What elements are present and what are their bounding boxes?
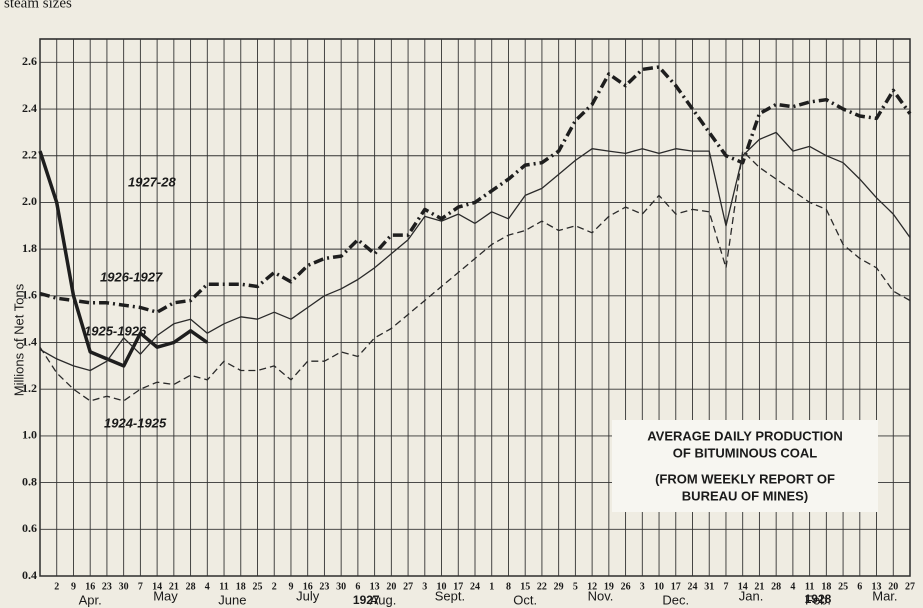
year-label: 1927 [353, 593, 380, 607]
x-tick-label: 10 [654, 581, 664, 592]
x-tick-label: 31 [704, 581, 714, 592]
month-label: Feb. [805, 592, 831, 607]
x-tick-label: 20 [386, 581, 396, 592]
y-tick-label: 1.8 [22, 241, 37, 255]
annotation: OF BITUMINOUS COAL [673, 445, 817, 460]
x-tick-label: 7 [138, 581, 143, 592]
x-tick-label: 25 [253, 581, 263, 592]
data-line [39, 150, 911, 402]
x-tick-label: 28 [186, 581, 196, 592]
x-tick-label: 29 [554, 581, 564, 592]
series-label: 1924-1925 [104, 415, 167, 430]
month-label: Apr. [79, 592, 102, 607]
x-tick-label: 3 [640, 581, 645, 592]
y-tick-label: 2.6 [22, 54, 37, 68]
x-tick-label: 18 [821, 581, 831, 592]
x-tick-label: 2 [272, 581, 277, 592]
annotation: AVERAGE DAILY PRODUCTION [647, 428, 843, 443]
annotation-box [612, 420, 878, 512]
x-tick-label: 24 [688, 581, 698, 592]
y-tick-label: 2.4 [22, 101, 37, 115]
x-tick-label: 6 [355, 581, 360, 592]
x-tick-label: 23 [102, 581, 112, 592]
x-tick-label: 5 [573, 581, 578, 592]
y-tick-label: 2.2 [22, 147, 37, 161]
x-tick-label: 15 [520, 581, 530, 592]
y-tick-label: 1.4 [22, 334, 37, 348]
x-tick-label: 27 [403, 581, 413, 592]
y-axis-label: Millions of Net Tons [11, 283, 26, 396]
y-tick-label: 1.6 [22, 288, 37, 302]
x-tick-label: 25 [838, 581, 848, 592]
x-tick-label: 3 [422, 581, 427, 592]
x-tick-label: 10 [437, 581, 447, 592]
x-tick-label: 13 [872, 581, 882, 592]
x-tick-label: 23 [319, 581, 329, 592]
x-tick-label: 17 [453, 581, 463, 592]
x-tick-label: 4 [790, 581, 795, 592]
y-tick-label: 0.8 [22, 474, 37, 488]
data-line [39, 65, 912, 314]
x-tick-label: 4 [205, 581, 210, 592]
x-tick-label: 8 [506, 581, 511, 592]
x-tick-label: 20 [888, 581, 898, 592]
x-tick-label: 14 [738, 581, 748, 592]
data-line [38, 150, 209, 368]
month-label: June [218, 592, 246, 607]
x-tick-label: 11 [219, 581, 228, 592]
x-tick-label: 12 [587, 581, 597, 592]
x-tick-label: 30 [119, 581, 129, 592]
month-label: May [153, 588, 178, 603]
x-tick-label: 13 [370, 581, 380, 592]
x-tick-label: 2 [54, 581, 59, 592]
x-tick-label: 9 [288, 581, 293, 592]
annotation: (FROM WEEKLY REPORT OF [655, 471, 835, 486]
x-tick-label: 21 [754, 581, 764, 592]
series-label: 1926-1927 [100, 269, 163, 284]
x-tick-label: 27 [905, 581, 915, 592]
month-label: Aug. [370, 592, 397, 607]
x-tick-label: 14 [152, 581, 162, 592]
data-line [39, 131, 911, 372]
x-tick-label: 26 [621, 581, 631, 592]
series-label: 1925-1926 [84, 323, 147, 338]
y-tick-label: 1.0 [22, 428, 37, 442]
x-tick-label: 24 [470, 581, 480, 592]
x-tick-label: 28 [771, 581, 781, 592]
month-label: Oct. [513, 592, 537, 607]
x-tick-label: 19 [604, 581, 614, 592]
month-label: Nov. [588, 588, 614, 603]
x-tick-label: 7 [723, 581, 728, 592]
x-tick-label: 1 [489, 581, 494, 592]
x-tick-label: 30 [336, 581, 346, 592]
x-tick-label: 22 [537, 581, 547, 592]
x-tick-label: 21 [169, 581, 179, 592]
y-tick-label: 0.4 [22, 568, 37, 582]
month-label: Jan. [739, 588, 764, 603]
month-label: Sept. [435, 588, 465, 603]
x-tick-label: 16 [85, 581, 95, 592]
y-tick-label: 0.6 [22, 521, 37, 535]
month-label: Mar. [872, 588, 897, 603]
header-text: steam sizes [4, 0, 72, 11]
x-tick-label: 16 [303, 581, 313, 592]
x-tick-label: 11 [805, 581, 814, 592]
x-tick-label: 18 [236, 581, 246, 592]
y-tick-label: 1.2 [22, 381, 37, 395]
x-tick-label: 17 [671, 581, 681, 592]
month-label: Dec. [662, 592, 689, 607]
y-tick-label: 2.0 [22, 194, 37, 208]
series-label: 1927-28 [128, 174, 176, 189]
x-tick-label: 6 [857, 581, 862, 592]
lines [38, 65, 912, 402]
annotation: BUREAU OF MINES) [682, 488, 808, 503]
month-label: July [296, 588, 320, 603]
year-label: 1928 [805, 592, 832, 606]
x-tick-label: 9 [71, 581, 76, 592]
